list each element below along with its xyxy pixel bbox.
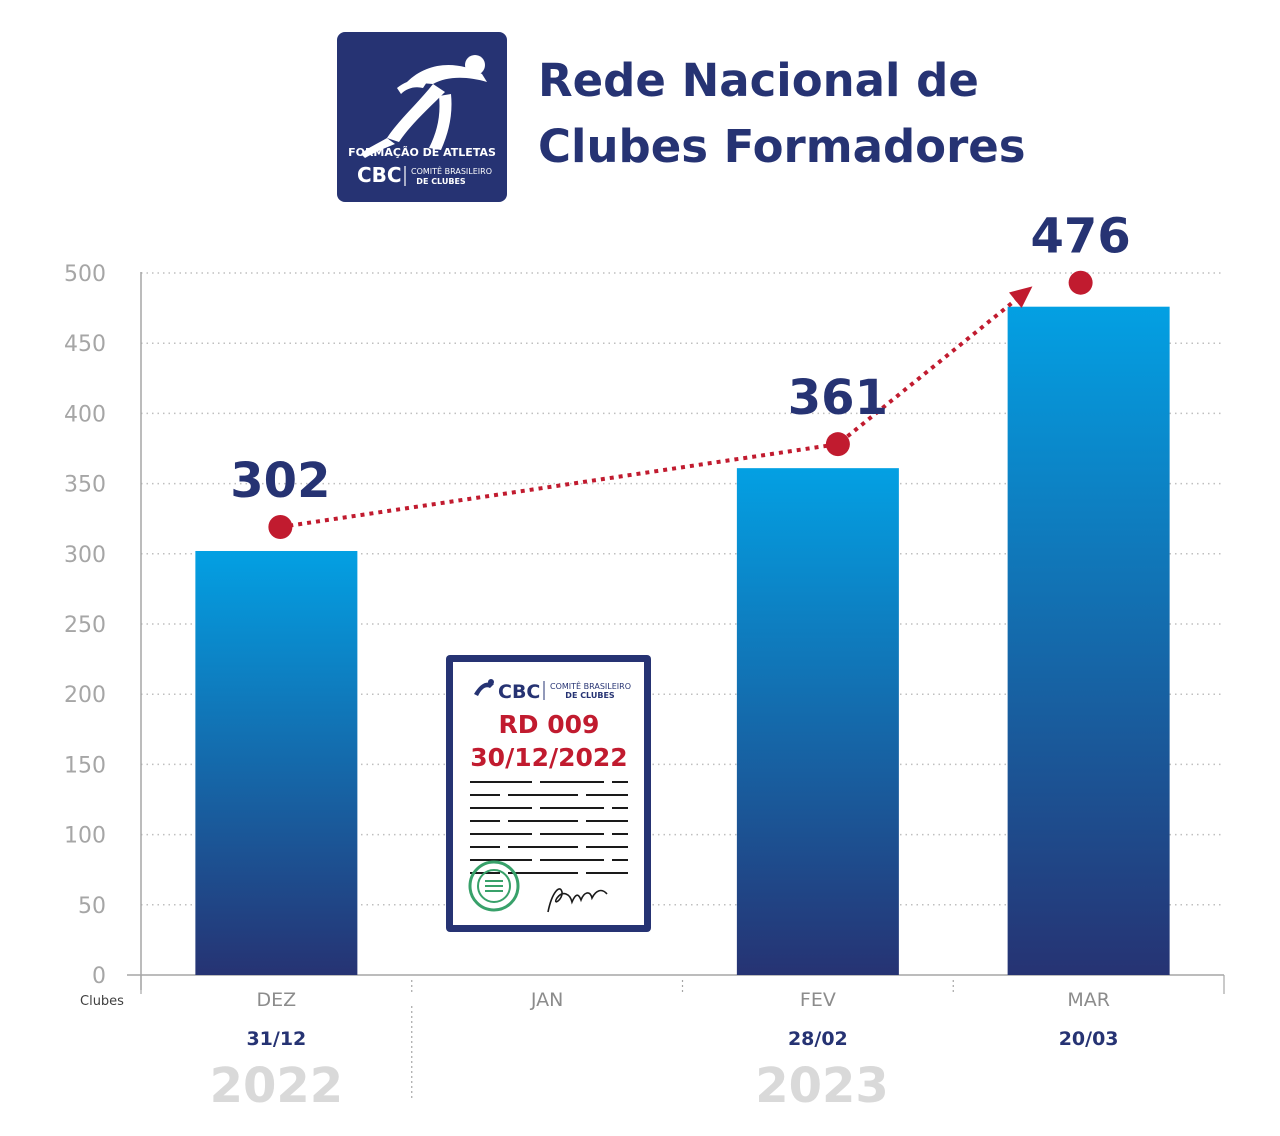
- document-text-lines: [470, 781, 628, 874]
- date-label: 28/02: [788, 1028, 848, 1050]
- page-title: Rede Nacional de Clubes Formadores: [538, 48, 1026, 180]
- title-line-2: Clubes Formadores: [538, 120, 1026, 173]
- y-tick-label: 450: [64, 332, 106, 357]
- runner-icon: [474, 679, 494, 696]
- logo-brand: CBC: [357, 163, 402, 187]
- trend-point: [825, 432, 850, 457]
- y-tick-label: 200: [64, 683, 106, 708]
- y-tick-label: 500: [64, 262, 106, 287]
- y-tick-label: 150: [64, 753, 106, 778]
- trend-point: [268, 514, 293, 539]
- y-axis-ticks: 0 50 100 150 200 250 300 350 400 450 500: [64, 262, 106, 989]
- signature-icon: [547, 888, 608, 913]
- doc-brand: CBC: [498, 681, 540, 703]
- y-tick-label: 350: [64, 473, 106, 498]
- seal-icon: [468, 860, 520, 912]
- x-axis-labels: DEZ 31/12 JAN FEV 28/02 MAR 20/03 2022 2023: [140, 975, 1225, 1114]
- date-label: 20/03: [1059, 1028, 1119, 1050]
- x-tick-label: MAR: [1067, 989, 1110, 1011]
- x-tick-label: DEZ: [257, 989, 297, 1011]
- document-card: CBC COMITÊ BRASILEIRO DE CLUBES RD 009 3…: [446, 655, 651, 932]
- logo-org-line1: COMITÊ BRASILEIRO: [411, 165, 492, 176]
- doc-org-line2: DE CLUBES: [565, 691, 615, 700]
- header: FORMAÇÃO DE ATLETAS CBC COMITÊ BRASILEIR…: [0, 0, 1280, 220]
- trend-line: [268, 270, 1093, 539]
- trend-point: [1068, 270, 1093, 295]
- y-tick-label: 400: [64, 402, 106, 427]
- runner-icon: FORMAÇÃO DE ATLETAS CBC COMITÊ BRASILEIR…: [348, 55, 496, 187]
- date-label: 31/12: [246, 1028, 306, 1050]
- bar-dez: [195, 550, 358, 975]
- value-label: 302: [230, 453, 330, 509]
- trend-arrowhead: [1009, 286, 1033, 309]
- y-tick-label: 250: [64, 613, 106, 638]
- y-tick-label: 100: [64, 824, 106, 849]
- x-tick-label: JAN: [530, 989, 563, 1011]
- bar-mar: [1007, 306, 1170, 975]
- y-tick-label: 50: [78, 894, 106, 919]
- value-label: 476: [1031, 209, 1131, 265]
- value-labels: 302 361 476: [230, 209, 1130, 509]
- logo-org-line2: DE CLUBES: [416, 177, 466, 186]
- year-label: 2022: [210, 1058, 344, 1114]
- title-line-1: Rede Nacional de: [538, 54, 979, 107]
- x-tick-label: FEV: [800, 989, 836, 1011]
- y-tick-label: 300: [64, 543, 106, 568]
- bars: [195, 306, 1170, 975]
- trend-dotted-line: [280, 291, 1026, 529]
- bar-fev: [736, 468, 899, 975]
- y-tick-label: 0: [92, 964, 106, 989]
- y-axis-label: Clubes: [80, 994, 124, 1009]
- doc-date: 30/12/2022: [470, 743, 627, 772]
- doc-code: RD 009: [499, 710, 600, 739]
- logo-tagline: FORMAÇÃO DE ATLETAS: [348, 146, 496, 159]
- doc-org-line1: COMITÊ BRASILEIRO: [550, 680, 631, 691]
- logo-badge: FORMAÇÃO DE ATLETAS CBC COMITÊ BRASILEIR…: [337, 32, 507, 202]
- year-label: 2023: [755, 1058, 889, 1114]
- value-label: 361: [788, 370, 888, 426]
